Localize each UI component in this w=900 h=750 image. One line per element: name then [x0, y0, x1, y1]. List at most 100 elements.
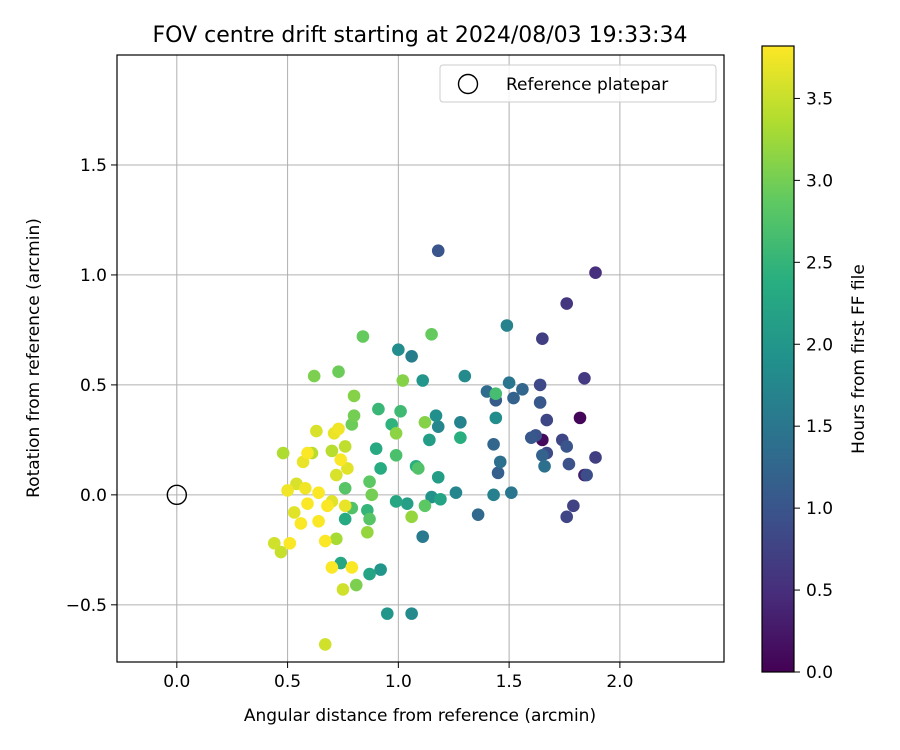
scatter-point	[429, 409, 443, 422]
scatter-point	[294, 517, 308, 530]
scatter-point	[487, 437, 500, 451]
chart-title: FOV centre drift starting at 2024/08/03 …	[153, 23, 688, 48]
scatter-point	[338, 512, 352, 526]
scatter-point	[580, 468, 593, 482]
scatter-point	[338, 481, 352, 495]
scatter-point	[418, 415, 432, 429]
scatter-point	[418, 499, 432, 513]
colorbar-tick-label: 2.5	[806, 253, 833, 273]
scatter-point	[347, 409, 361, 422]
scatter-point	[287, 506, 301, 519]
colorbar-tick-label: 2.0	[806, 335, 833, 355]
reference-marker-layer	[166, 484, 188, 506]
scatter-point	[431, 244, 445, 258]
scatter-point	[338, 440, 352, 453]
x-tick-label: 2.0	[606, 672, 633, 692]
legend-box	[439, 64, 717, 103]
scatter-point	[500, 319, 514, 332]
scatter-point	[312, 486, 325, 499]
plot-frame	[116, 54, 725, 663]
x-axis-ticks: 0.0 0.5 1.0 1.5 2.0	[163, 662, 633, 692]
scatter-point	[347, 389, 361, 403]
scatter-point	[567, 499, 580, 513]
colorbar-tick-label: 1.0	[806, 499, 833, 519]
grid-lines	[117, 55, 724, 662]
scatter-point	[281, 484, 294, 497]
y-tick-label: 1.0	[80, 266, 107, 286]
scatter-point	[330, 532, 343, 546]
scatter-point	[310, 424, 323, 438]
scatter-point	[307, 369, 321, 383]
scatter-point	[536, 332, 549, 346]
data-points	[267, 244, 602, 651]
scatter-point	[312, 514, 325, 528]
scatter-point	[332, 365, 345, 378]
scatter-point	[283, 536, 297, 550]
y-tick-label: −0.5	[66, 596, 107, 616]
scatter-point	[338, 499, 352, 513]
colorbar-label: Hours from first FF file	[849, 264, 869, 454]
scatter-point	[341, 462, 354, 475]
scatter-point	[389, 448, 403, 462]
scatter-point	[394, 404, 407, 418]
scatter-point	[372, 402, 385, 416]
x-tick-label: 1.0	[385, 672, 412, 692]
colorbar-tick-label: 0.0	[806, 663, 833, 683]
scatter-point	[365, 488, 379, 502]
scatter-point	[345, 561, 359, 574]
reference-platepar-marker	[166, 484, 188, 506]
scatter-point	[325, 561, 339, 574]
scatter-point	[363, 475, 376, 488]
scatter-point	[505, 486, 518, 499]
scatter-point	[425, 328, 438, 341]
scatter-point	[516, 382, 529, 396]
scatter-point	[589, 266, 602, 280]
colorbar-gradient	[762, 46, 794, 672]
scatter-point	[356, 330, 370, 343]
scatter-point	[524, 431, 538, 444]
scatter-point	[493, 455, 507, 469]
scatter-point	[299, 481, 312, 495]
scatter-point	[489, 411, 503, 425]
scatter-point	[330, 468, 343, 482]
scatter-point	[301, 497, 314, 510]
colorbar-tick-label: 0.5	[806, 581, 833, 601]
scatter-point	[560, 440, 574, 453]
legend-reference-marker	[457, 73, 479, 95]
scatter-point	[423, 433, 436, 447]
scatter-point	[533, 396, 547, 409]
legend-entry-label: Reference platepar	[506, 75, 668, 95]
scatter-point	[491, 466, 505, 480]
x-tick-label: 0.5	[274, 672, 301, 692]
scatter-point	[332, 422, 345, 436]
scatter-point	[533, 378, 547, 392]
scatter-point	[334, 453, 348, 466]
scatter-point	[325, 444, 339, 458]
scatter-point	[454, 415, 467, 429]
scatter-point	[536, 448, 549, 462]
scatter-point	[416, 530, 430, 543]
scatter-point	[321, 499, 334, 513]
scatter-point	[361, 525, 374, 539]
scatter-point	[454, 431, 467, 444]
y-axis-label: Rotation from reference (arcmin)	[24, 218, 44, 498]
y-tick-label: 0.0	[80, 486, 107, 506]
scatter-point	[560, 297, 574, 310]
scatter-point	[369, 442, 383, 455]
scatter-point	[487, 488, 500, 502]
scatter-point	[389, 426, 403, 440]
scatter-point	[363, 512, 376, 526]
y-tick-label: 0.5	[80, 376, 107, 396]
scatter-point	[374, 462, 387, 475]
scatter-point	[458, 369, 472, 383]
scatter-point	[301, 446, 314, 460]
colorbar-ticks: 0.0 0.5 1.0 1.5 2.0 2.5 3.0 3.5	[794, 89, 833, 683]
scatter-point	[431, 420, 445, 433]
scatter-point	[416, 374, 430, 387]
scatter-point	[336, 583, 350, 596]
scatter-point	[405, 607, 418, 620]
scatter-point	[411, 462, 425, 475]
scatter-point	[589, 451, 602, 464]
legend: Reference platepar	[439, 64, 717, 103]
